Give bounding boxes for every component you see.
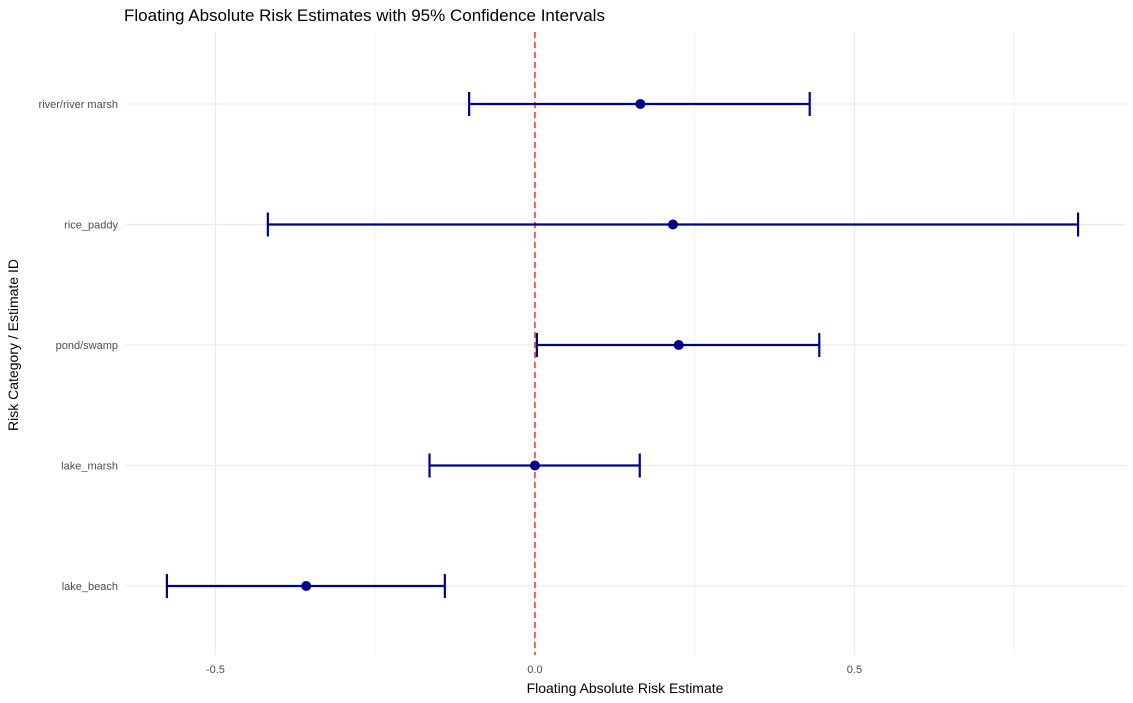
estimate-point xyxy=(673,340,684,350)
estimate-point xyxy=(301,581,312,591)
marks-layer xyxy=(165,92,1080,598)
grid-layer xyxy=(126,32,1126,655)
labels-layer: river/river marsh rice_paddy pond/swamp lak… xyxy=(39,99,863,676)
x-tick-label: 0.5 xyxy=(847,664,862,676)
x-axis-title: Floating Absolute Risk Estimate xyxy=(527,680,724,696)
chart-title: Floating Absolute Risk Estimates with 95… xyxy=(124,6,605,25)
y-tick-label: rice_paddy xyxy=(64,220,118,232)
estimate-point xyxy=(529,460,540,471)
y-tick-label: river/river marsh xyxy=(39,99,118,111)
y-tick-label: lake_beach xyxy=(62,581,118,593)
x-tick-label: -0.5 xyxy=(206,664,225,676)
y-axis-title: Risk Category / Estimate ID xyxy=(5,259,21,431)
y-tick-label: lake_marsh xyxy=(61,461,118,473)
estimate-point xyxy=(635,99,646,109)
estimate-point xyxy=(667,219,678,230)
y-tick-label: pond/swamp xyxy=(56,340,118,352)
x-tick-label: 0.0 xyxy=(527,664,542,676)
